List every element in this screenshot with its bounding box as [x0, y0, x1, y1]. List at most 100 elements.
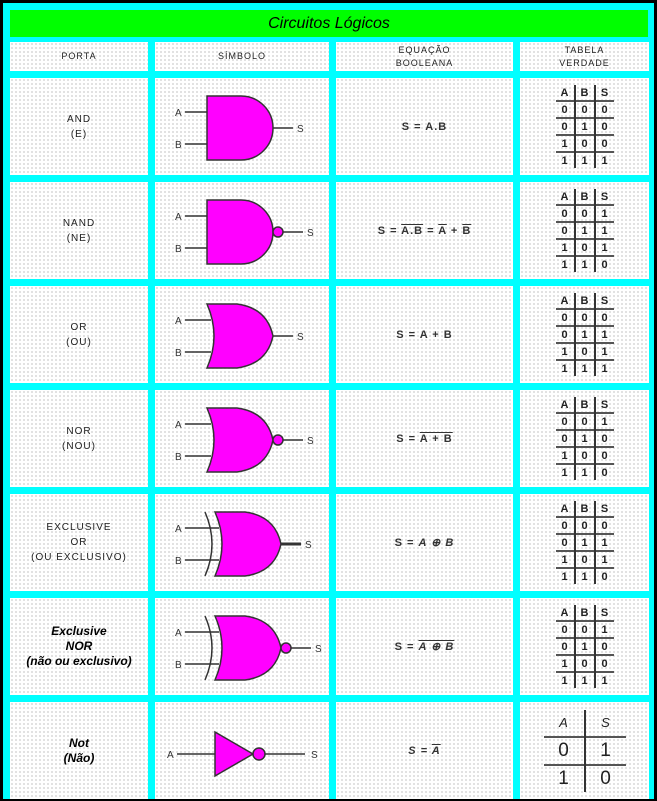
- truth-table-value: 1: [593, 204, 614, 222]
- truth-table-value: 0: [593, 567, 614, 584]
- nor-gate-symbol: A B S: [155, 390, 329, 487]
- gate-name-line: NAND: [62, 217, 96, 229]
- boolean-equation-cell: S = A + B: [336, 286, 513, 383]
- truth-table-value: B: [573, 397, 595, 413]
- equation-term: A: [431, 744, 441, 757]
- input-label-b: B: [175, 348, 182, 359]
- gate-name: NAND (NE): [63, 216, 95, 246]
- truth-table-value: 0: [573, 516, 595, 534]
- gate-name: EXCLUSIVE OR (OU EXCLUSIVO): [31, 520, 127, 565]
- and-gate-symbol: A B S: [155, 78, 329, 175]
- boolean-equation: S = A + B: [396, 433, 452, 445]
- truth-table-value: S: [593, 397, 614, 413]
- nand-gate-symbol: A B S: [155, 182, 329, 279]
- nand-gate-shape: [206, 199, 274, 265]
- truth-table-value: 0: [555, 204, 575, 222]
- truth-table-value: 0: [555, 429, 575, 447]
- boolean-equation-cell: S = A.B: [336, 78, 513, 175]
- xor-input-curve: [204, 511, 213, 577]
- xor-gate-shape: [213, 511, 282, 577]
- gate-name-cell: NOR (NOU): [10, 390, 148, 487]
- truth-table-value: 0: [555, 412, 575, 430]
- xnor-gate-shape: [213, 615, 282, 681]
- gate-name-cell: AND (E): [10, 78, 148, 175]
- input-label-b: B: [175, 556, 182, 567]
- inverter-bubble: [272, 434, 284, 446]
- truth-table-value: 0: [573, 342, 595, 360]
- input-label-a: A: [175, 628, 182, 639]
- gate-name-line: (E): [70, 128, 88, 140]
- output-label-s: S: [311, 750, 318, 761]
- input-label-b: B: [175, 452, 182, 463]
- truth-table-value: 0: [555, 325, 575, 343]
- truth-table-value: 1: [555, 151, 575, 168]
- truth-table-value: 1: [593, 359, 614, 376]
- gate-name: Exclusive NOR (não ou exclusivo): [26, 624, 131, 669]
- truth-table-value: A: [560, 294, 569, 307]
- truth-table-value: 0: [543, 735, 585, 765]
- boolean-equation-cell: S = A: [336, 702, 513, 799]
- truth-table-value: 0: [573, 620, 595, 638]
- not-gate-shape: [214, 730, 255, 778]
- equation-term: A ⊕ B: [418, 641, 455, 653]
- truth-table-value: 1: [593, 533, 614, 551]
- input-label-a: A: [175, 420, 182, 431]
- input-label-a: A: [167, 750, 174, 761]
- equation-term: A + B: [419, 432, 453, 445]
- truth-table-value: 0: [593, 429, 614, 447]
- truth-table-value: 0: [555, 308, 575, 326]
- truth-table-value: 1: [593, 550, 614, 568]
- gate-name-cell: NAND (NE): [10, 182, 148, 279]
- equation-term: A ⊕ B: [418, 537, 455, 549]
- truth-table-value: 0: [555, 221, 575, 239]
- equation-term: S =: [394, 537, 419, 549]
- truth-table-value: 1: [593, 620, 614, 638]
- truth-table-value: A: [560, 398, 569, 411]
- gate-name-line: OR: [70, 321, 88, 333]
- truth-table-value: A: [560, 606, 569, 619]
- truth-table-value: 0: [573, 238, 595, 256]
- truth-table-value: 1: [555, 671, 575, 688]
- truth-table-value: 0: [593, 117, 614, 135]
- truth-table-value: 1: [573, 429, 595, 447]
- equation-term: S = A.B: [401, 120, 448, 133]
- truth-table-value: 1: [573, 567, 595, 584]
- gate-name-cell: EXCLUSIVE OR (OU EXCLUSIVO): [10, 494, 148, 591]
- truth-table-value: S: [593, 605, 614, 621]
- truth-table-value: 1: [573, 637, 595, 655]
- output-label-s: S: [307, 436, 314, 447]
- truth-table-value: 0: [555, 117, 575, 135]
- input-label-a: A: [175, 316, 182, 327]
- truth-table-value: S: [583, 709, 626, 737]
- truth-table-value: 0: [573, 654, 595, 672]
- truth-table-value: 0: [573, 100, 595, 118]
- input-label-a: A: [175, 108, 182, 119]
- equation-term: +: [446, 224, 463, 237]
- boolean-equation: S = A.B = A + B: [378, 225, 472, 237]
- header-equacao: EQUAÇÃO BOOLEANA: [336, 42, 513, 71]
- gate-name-cell: Not (Não): [10, 702, 148, 799]
- equation-term: S =: [377, 224, 402, 237]
- truth-table-value: 1: [555, 654, 575, 672]
- truth-table-value: 0: [573, 446, 595, 464]
- truth-table-value: 1: [555, 359, 575, 376]
